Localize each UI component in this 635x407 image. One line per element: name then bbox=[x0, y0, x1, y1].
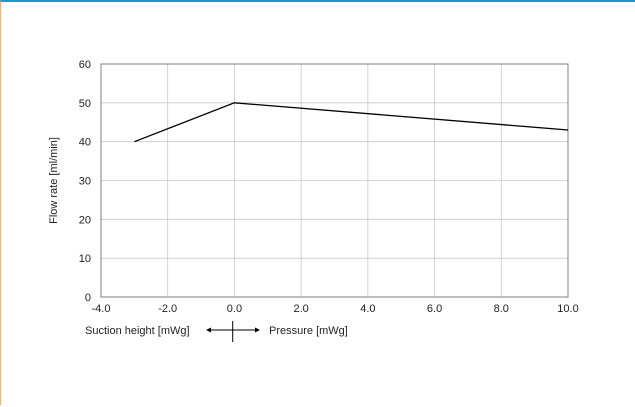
y-tick-label: 40 bbox=[79, 137, 91, 149]
x-axis-label-pressure: Pressure [mWg] bbox=[269, 325, 348, 337]
series-line bbox=[134, 102, 569, 143]
x-axis-label-suction: Suction height [mWg] bbox=[85, 325, 190, 337]
x-tick-label: 0.0 bbox=[227, 303, 242, 315]
y-tick-label: 60 bbox=[79, 59, 91, 71]
y-tick-label: 10 bbox=[79, 253, 91, 265]
y-tick-label: 20 bbox=[79, 214, 91, 226]
direction-arrow-icon bbox=[206, 321, 260, 342]
grid-lines bbox=[101, 64, 568, 297]
x-tick-label: 10.0 bbox=[557, 303, 578, 315]
x-tick-label: -2.0 bbox=[158, 303, 177, 315]
y-tick-labels: 0 10 20 30 40 50 60 bbox=[79, 59, 91, 304]
x-tick-labels: -4.0 -2.0 0.0 2.0 4.0 6.0 8.0 10.0 bbox=[92, 303, 579, 315]
y-axis-label: Flow rate [ml/min] bbox=[48, 137, 60, 224]
plot-area bbox=[100, 63, 569, 298]
x-tick-label: -4.0 bbox=[92, 303, 111, 315]
x-tick-label: 6.0 bbox=[427, 303, 442, 315]
x-tick-label: 2.0 bbox=[293, 303, 308, 315]
y-tick-label: 0 bbox=[85, 292, 91, 304]
x-tick-label: 8.0 bbox=[494, 303, 509, 315]
y-tick-label: 50 bbox=[79, 98, 91, 110]
y-tick-label: 30 bbox=[79, 176, 91, 188]
x-tick-label: 4.0 bbox=[360, 303, 375, 315]
